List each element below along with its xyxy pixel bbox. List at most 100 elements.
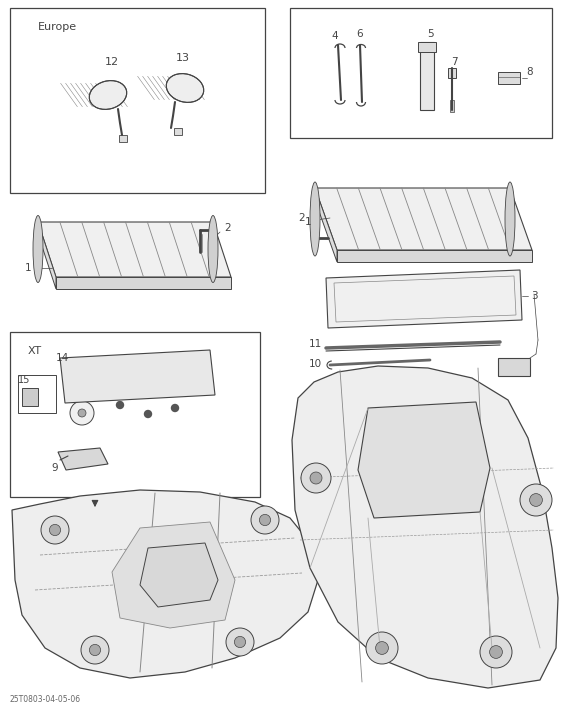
Text: 15: 15 [18, 375, 30, 385]
Bar [448, 68, 456, 78]
Ellipse shape [89, 80, 126, 109]
FancyArrowPatch shape [167, 76, 184, 100]
FancyArrowPatch shape [138, 76, 155, 100]
Polygon shape [140, 543, 218, 607]
Text: 9: 9 [52, 463, 58, 473]
Text: 1: 1 [305, 217, 311, 227]
Polygon shape [56, 277, 231, 289]
Bar [120, 366, 132, 376]
FancyArrowPatch shape [85, 83, 102, 107]
Text: 13: 13 [176, 53, 190, 63]
Ellipse shape [208, 215, 218, 282]
Text: 4: 4 [332, 31, 338, 41]
Bar [498, 358, 530, 376]
Circle shape [260, 514, 270, 525]
FancyArrowPatch shape [106, 83, 123, 107]
Circle shape [171, 405, 179, 412]
Circle shape [529, 493, 542, 506]
Text: 8: 8 [527, 67, 533, 77]
Text: 1: 1 [25, 263, 31, 273]
Text: 7: 7 [451, 57, 457, 67]
Circle shape [301, 463, 331, 493]
Circle shape [490, 646, 502, 658]
Polygon shape [315, 188, 532, 250]
Ellipse shape [33, 215, 43, 282]
Circle shape [520, 484, 552, 516]
Polygon shape [38, 222, 231, 277]
Polygon shape [12, 490, 318, 678]
Polygon shape [358, 402, 490, 518]
FancyArrowPatch shape [188, 76, 205, 100]
FancyArrowPatch shape [101, 83, 117, 107]
FancyArrowPatch shape [178, 76, 194, 100]
FancyArrowPatch shape [66, 83, 83, 107]
Circle shape [81, 636, 109, 664]
Circle shape [144, 410, 152, 417]
Circle shape [49, 525, 61, 535]
Circle shape [234, 636, 246, 648]
Circle shape [70, 401, 94, 425]
Text: 11: 11 [309, 339, 321, 349]
Text: 10: 10 [309, 359, 321, 369]
Bar [498, 72, 520, 84]
Text: 6: 6 [357, 29, 363, 39]
Text: 2: 2 [225, 223, 232, 233]
Polygon shape [58, 448, 108, 470]
Text: 25T0803-04-05-06: 25T0803-04-05-06 [10, 695, 81, 704]
FancyArrowPatch shape [173, 76, 189, 100]
Ellipse shape [166, 74, 203, 102]
Polygon shape [112, 522, 235, 628]
Bar [290, 8, 552, 138]
FancyArrowPatch shape [76, 83, 92, 107]
FancyArrowPatch shape [153, 76, 169, 100]
Bar [150, 365, 162, 375]
Circle shape [480, 636, 512, 668]
Circle shape [310, 472, 322, 484]
Bar [174, 128, 182, 135]
FancyArrowPatch shape [162, 76, 179, 100]
Polygon shape [38, 222, 56, 289]
Polygon shape [326, 270, 522, 328]
Text: 2: 2 [298, 213, 305, 223]
FancyArrowPatch shape [96, 83, 112, 107]
Circle shape [89, 644, 101, 656]
FancyArrowPatch shape [148, 76, 165, 100]
Text: Europe: Europe [38, 22, 77, 32]
Text: 5: 5 [427, 29, 433, 39]
FancyArrowPatch shape [183, 76, 200, 100]
Text: 12: 12 [105, 57, 119, 67]
Circle shape [116, 402, 124, 409]
Polygon shape [315, 188, 337, 262]
Bar [10, 332, 260, 497]
Bar [418, 42, 436, 52]
FancyArrowPatch shape [61, 83, 78, 107]
Circle shape [251, 506, 279, 534]
Circle shape [41, 516, 69, 544]
Ellipse shape [310, 182, 320, 256]
Bar [420, 42, 434, 110]
Polygon shape [292, 366, 558, 688]
Bar [90, 368, 102, 378]
FancyArrowPatch shape [143, 76, 160, 100]
Text: 3: 3 [531, 291, 537, 301]
Bar [22, 388, 38, 406]
Circle shape [366, 632, 398, 664]
Bar [18, 375, 56, 413]
Bar [450, 100, 454, 112]
FancyArrowPatch shape [111, 83, 128, 107]
FancyArrowPatch shape [71, 83, 87, 107]
Text: 14: 14 [56, 353, 69, 363]
FancyArrowPatch shape [157, 76, 174, 100]
Ellipse shape [505, 182, 515, 256]
Circle shape [78, 409, 86, 417]
Bar [180, 364, 192, 374]
Polygon shape [337, 250, 532, 262]
Circle shape [375, 641, 388, 654]
FancyArrowPatch shape [80, 83, 97, 107]
Polygon shape [60, 350, 215, 403]
Bar [10, 8, 265, 193]
FancyArrowPatch shape [90, 83, 107, 107]
Circle shape [226, 628, 254, 656]
Text: XT: XT [28, 346, 42, 356]
Bar [119, 135, 127, 142]
